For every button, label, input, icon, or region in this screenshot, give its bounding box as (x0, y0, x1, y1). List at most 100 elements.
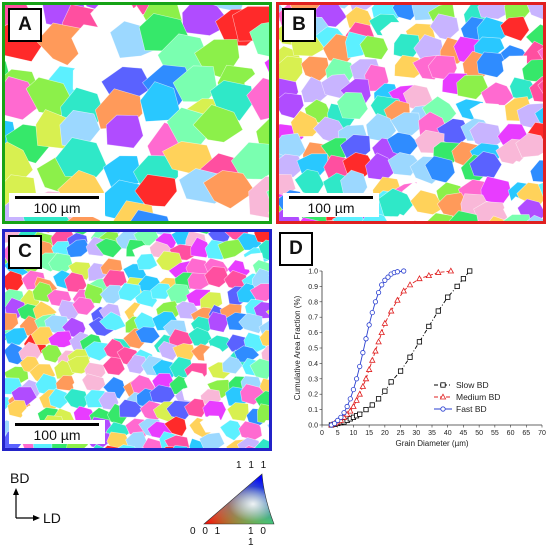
scale-line-b (289, 196, 373, 199)
x-tick-label: 30 (412, 430, 420, 437)
y-tick-label: 0.6 (308, 330, 318, 337)
grain (360, 36, 388, 60)
circle-marker (351, 387, 355, 391)
square-marker (468, 269, 472, 273)
x-tick-label: 35 (428, 430, 436, 437)
square-marker (436, 309, 440, 313)
ipf-color-key: 1 1 1 0 0 1 1 0 1 (190, 460, 280, 540)
triangle-marker (436, 270, 441, 275)
triangle-marker (367, 367, 372, 372)
square-marker (376, 397, 380, 401)
ebsd-map-c (5, 232, 269, 448)
scale-line-a (15, 196, 99, 199)
series-medium-bd (329, 268, 454, 427)
scale-bar-b: 100 µm (283, 193, 379, 217)
scale-line-c (15, 423, 99, 426)
triangle-marker (351, 404, 356, 409)
scale-bar-c: 100 µm (9, 420, 105, 444)
grain (301, 56, 330, 81)
circle-marker (441, 407, 445, 411)
grain (249, 176, 269, 219)
panel-letter-b: B (282, 8, 316, 42)
y-axis-label: Cumulative Area Fraction (%) (293, 295, 302, 400)
x-tick-label: 20 (381, 430, 389, 437)
legend-label: Slow BD (456, 380, 489, 390)
legend-label: Fast BD (456, 404, 487, 414)
x-tick-label: 5 (336, 430, 340, 437)
circle-marker (354, 377, 358, 381)
x-tick-label: 55 (491, 430, 499, 437)
square-marker (358, 412, 362, 416)
x-axis-label: Grain Diameter (µm) (395, 439, 468, 448)
grain (530, 160, 543, 183)
y-tick-label: 0.2 (308, 392, 318, 399)
grain (5, 271, 23, 292)
triangle-marker (382, 321, 387, 326)
grain (173, 201, 220, 222)
grain (500, 17, 529, 41)
triangle-marker (373, 348, 378, 353)
triangle-marker (363, 376, 368, 381)
y-tick-label: 1.0 (308, 269, 318, 276)
series-line (331, 271, 403, 425)
x-tick-label: 60 (507, 430, 515, 437)
ld-axis-label: LD (43, 510, 61, 526)
grain (208, 312, 228, 333)
ebsd-map-panel-c: C 100 µm (2, 229, 272, 451)
square-marker (427, 324, 431, 328)
legend-label: Medium BD (456, 392, 500, 402)
triangle-marker (370, 358, 375, 363)
square-marker (446, 295, 450, 299)
legend-entry: Medium BD (434, 392, 500, 402)
circle-marker (342, 410, 346, 414)
ipf-label-001: 0 0 1 (190, 526, 222, 537)
scale-label-a: 100 µm (9, 200, 105, 216)
triangle-marker (354, 398, 359, 403)
panel-letter-a: A (8, 8, 42, 42)
y-tick-label: 0.9 (308, 284, 318, 291)
series-line (331, 271, 469, 425)
circle-marker (376, 290, 380, 294)
series-slow-bd (329, 269, 472, 427)
triangle-marker (360, 384, 365, 389)
x-tick-label: 45 (460, 430, 468, 437)
legend-entry: Slow BD (434, 380, 489, 390)
triangle-marker (389, 308, 394, 313)
square-marker (441, 383, 445, 387)
scale-label-c: 100 µm (9, 427, 105, 443)
circle-marker (361, 350, 365, 354)
circle-marker (380, 283, 384, 287)
circle-marker (345, 404, 349, 408)
y-tick-label: 0.0 (308, 423, 318, 430)
y-tick-label: 0.5 (308, 346, 318, 353)
grain (279, 56, 303, 82)
circle-marker (364, 337, 368, 341)
triangle-marker (376, 339, 381, 344)
ebsd-map-b (279, 5, 543, 221)
circle-marker (395, 270, 399, 274)
series-fast-bd (329, 269, 406, 427)
square-marker (461, 277, 465, 281)
y-tick-label: 0.3 (308, 376, 318, 383)
x-tick-label: 65 (522, 430, 530, 437)
x-tick-label: 10 (350, 430, 358, 437)
scale-bar-a: 100 µm (9, 193, 105, 217)
square-marker (455, 284, 459, 288)
circle-marker (348, 397, 352, 401)
triangle-marker (407, 282, 412, 287)
ipf-triangle-icon (200, 472, 280, 528)
sample-axes-key: BD LD (8, 470, 78, 530)
circle-marker (370, 310, 374, 314)
circle-marker (339, 415, 343, 419)
square-marker (417, 340, 421, 344)
panel-letter-c: C (8, 235, 42, 269)
triangle-marker (448, 268, 453, 273)
circle-marker (358, 364, 362, 368)
square-marker (389, 380, 393, 384)
x-tick-label: 25 (397, 430, 405, 437)
square-marker (370, 403, 374, 407)
square-marker (408, 355, 412, 359)
triangle-marker (379, 330, 384, 335)
ebsd-map-panel-a: A 100 µm (2, 2, 272, 224)
